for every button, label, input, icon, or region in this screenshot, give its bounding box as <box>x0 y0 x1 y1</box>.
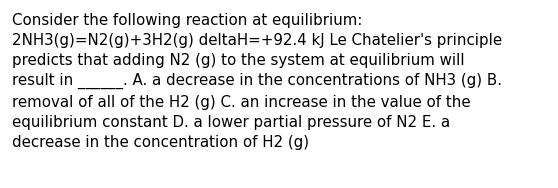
Text: Consider the following reaction at equilibrium:
2NH3(g)=N2(g)+3H2(g) deltaH=+92.: Consider the following reaction at equil… <box>12 13 502 150</box>
